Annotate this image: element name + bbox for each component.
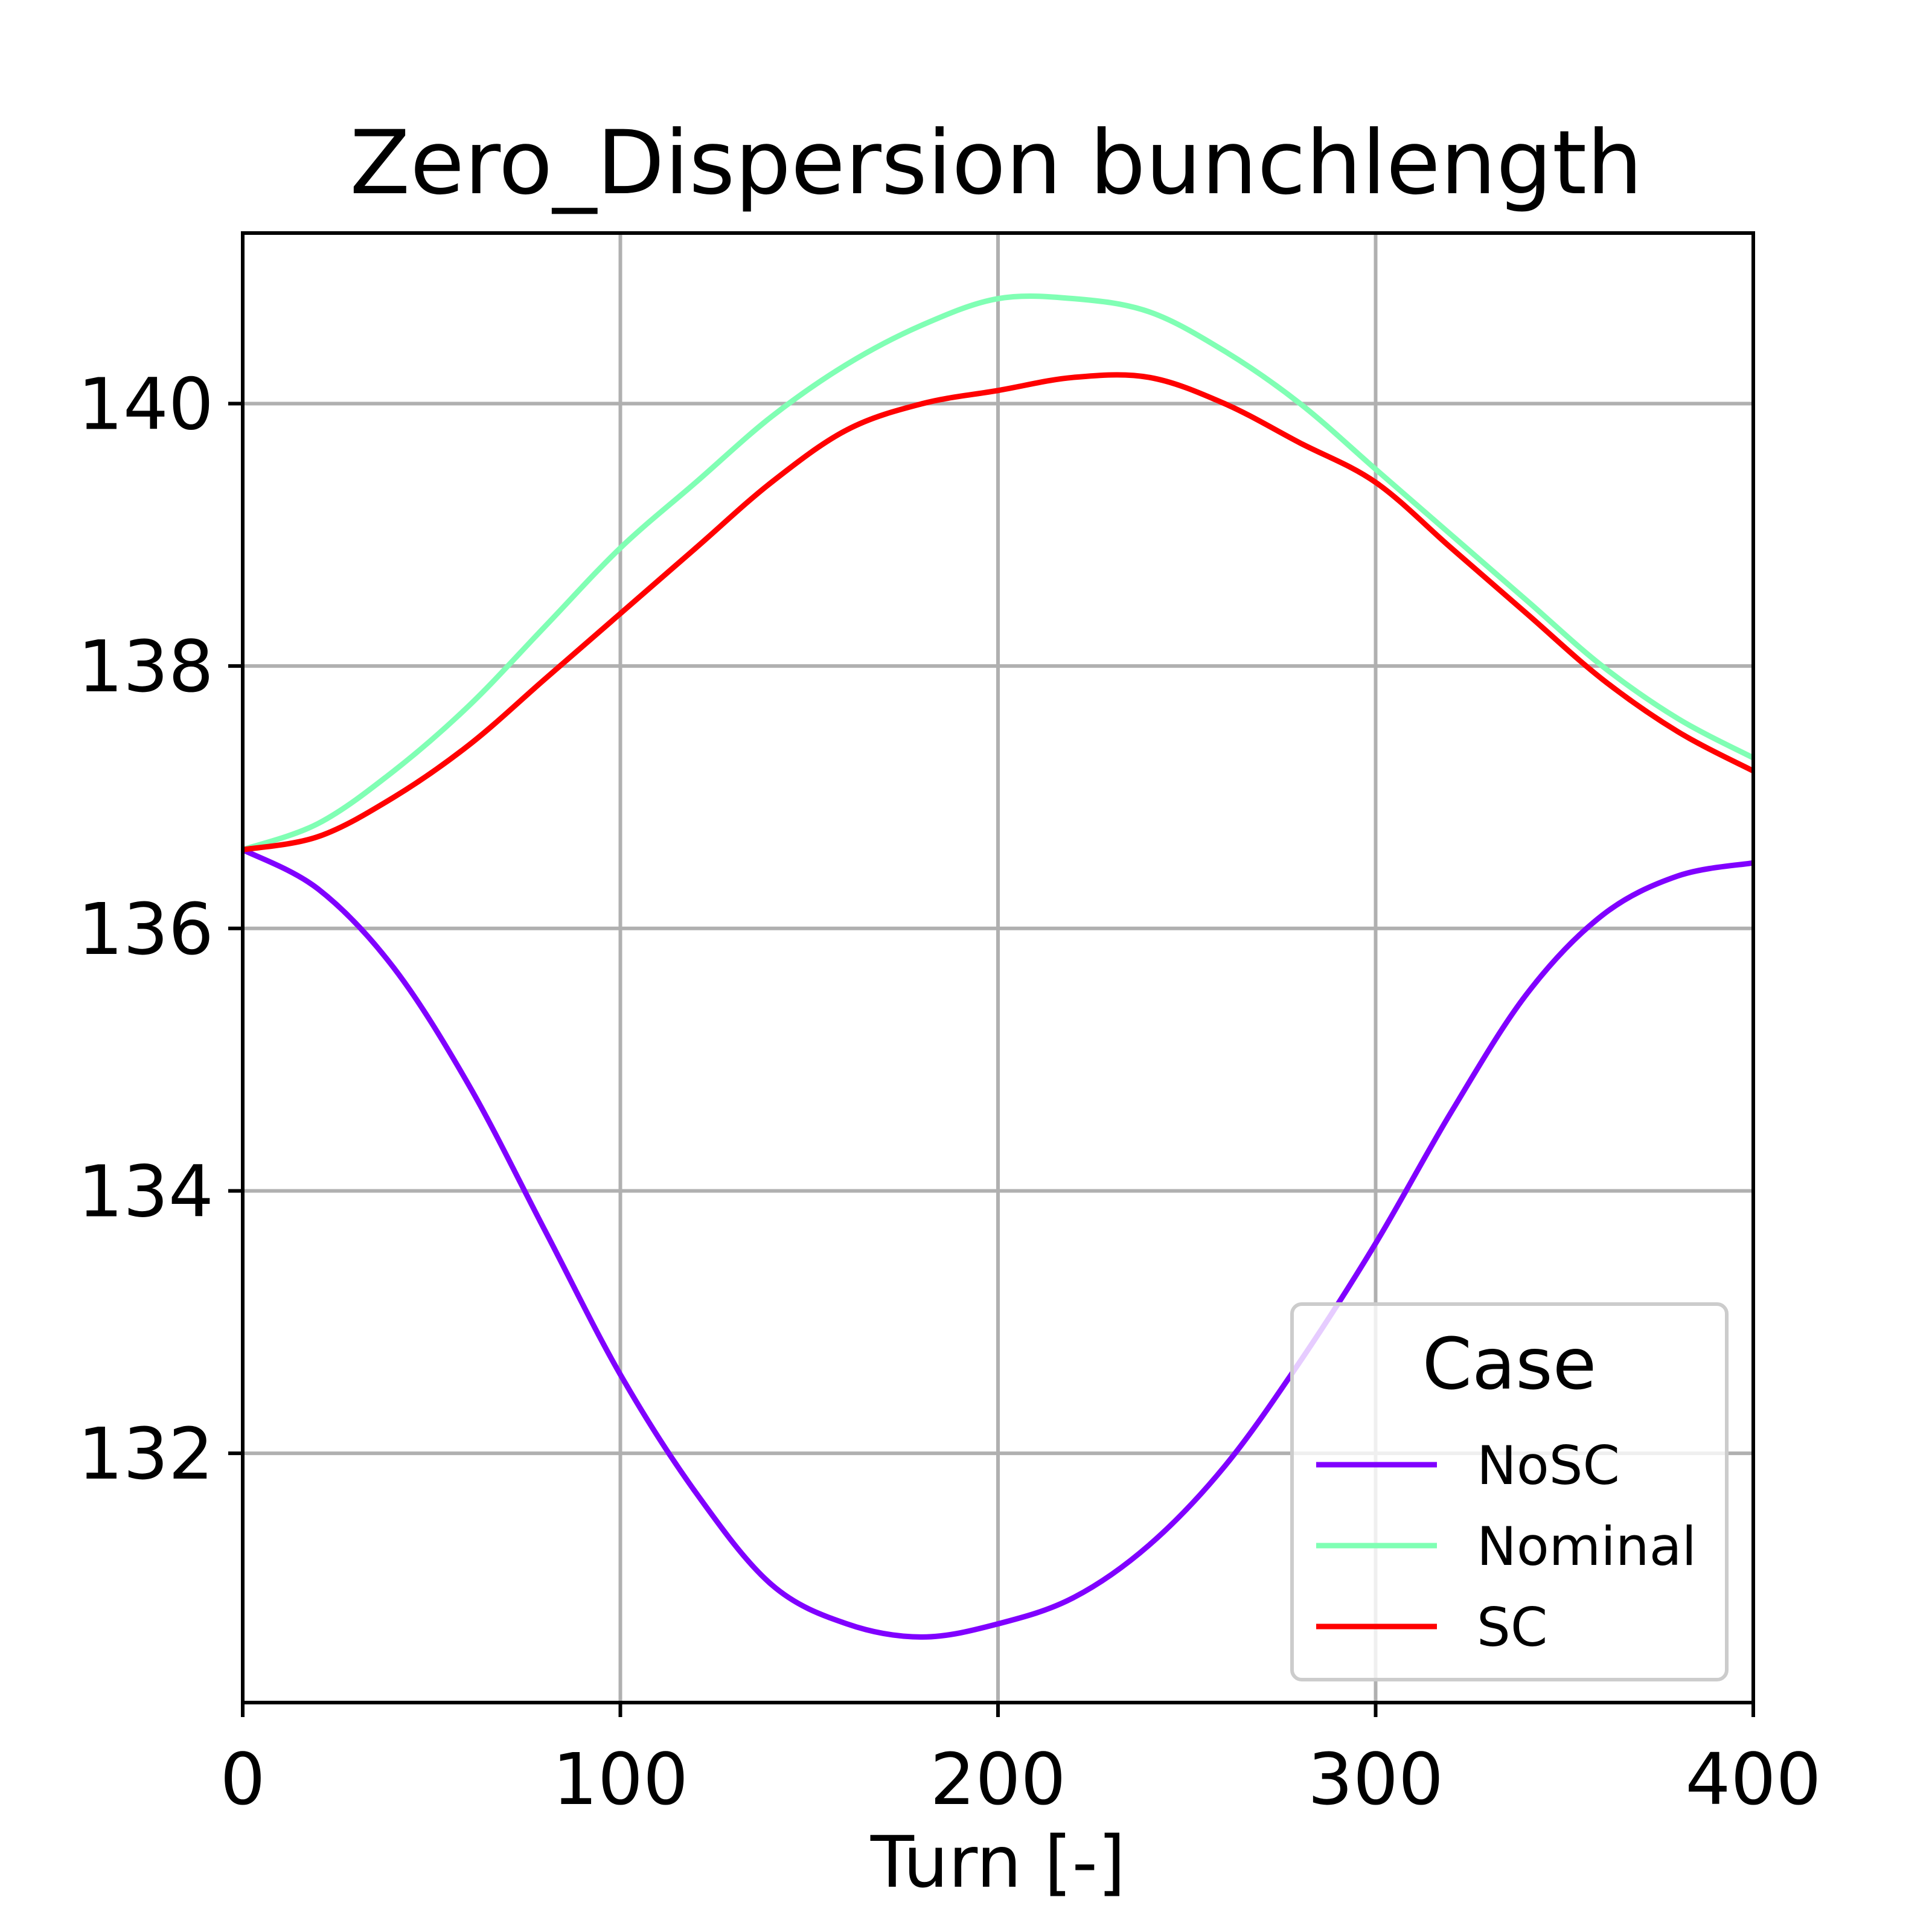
x-tick-label: 400 [1685,1738,1821,1821]
plot-lines [241,293,1755,1640]
x-tick-label: 300 [1308,1738,1444,1821]
axis-ticks: 0 100 200 300 400 132 134 136 138 140 [78,363,1822,1821]
y-tick-label: 132 [78,1412,214,1495]
x-tick-label: 100 [552,1738,688,1821]
chart-title: Zero_Dispersion bunchlength [350,112,1642,214]
y-tick-label: 138 [78,625,214,708]
legend-label-sc: SC [1477,1596,1547,1659]
y-tick-label: 140 [78,363,214,446]
grid [241,233,1755,1703]
legend-label-nosc: NoSC [1477,1435,1620,1497]
x-tick-label: 0 [220,1738,265,1821]
legend-entries: NoSC Nominal SC [1316,1435,1697,1659]
x-tick-label: 200 [930,1738,1066,1821]
series-line-nominal [242,293,1755,852]
series-line-nosc [241,847,1754,1640]
legend-box [1290,1302,1729,1681]
y-tick-label: 136 [78,888,214,971]
legend-title: Case [1422,1322,1597,1406]
y-tick-label: 134 [78,1150,214,1233]
legend-label-nominal: Nominal [1477,1515,1697,1578]
series-line-sc [242,372,1755,852]
x-axis-label: Turn [-] [870,1820,1125,1904]
legend: Case NoSC Nominal SC [1290,1302,1729,1681]
